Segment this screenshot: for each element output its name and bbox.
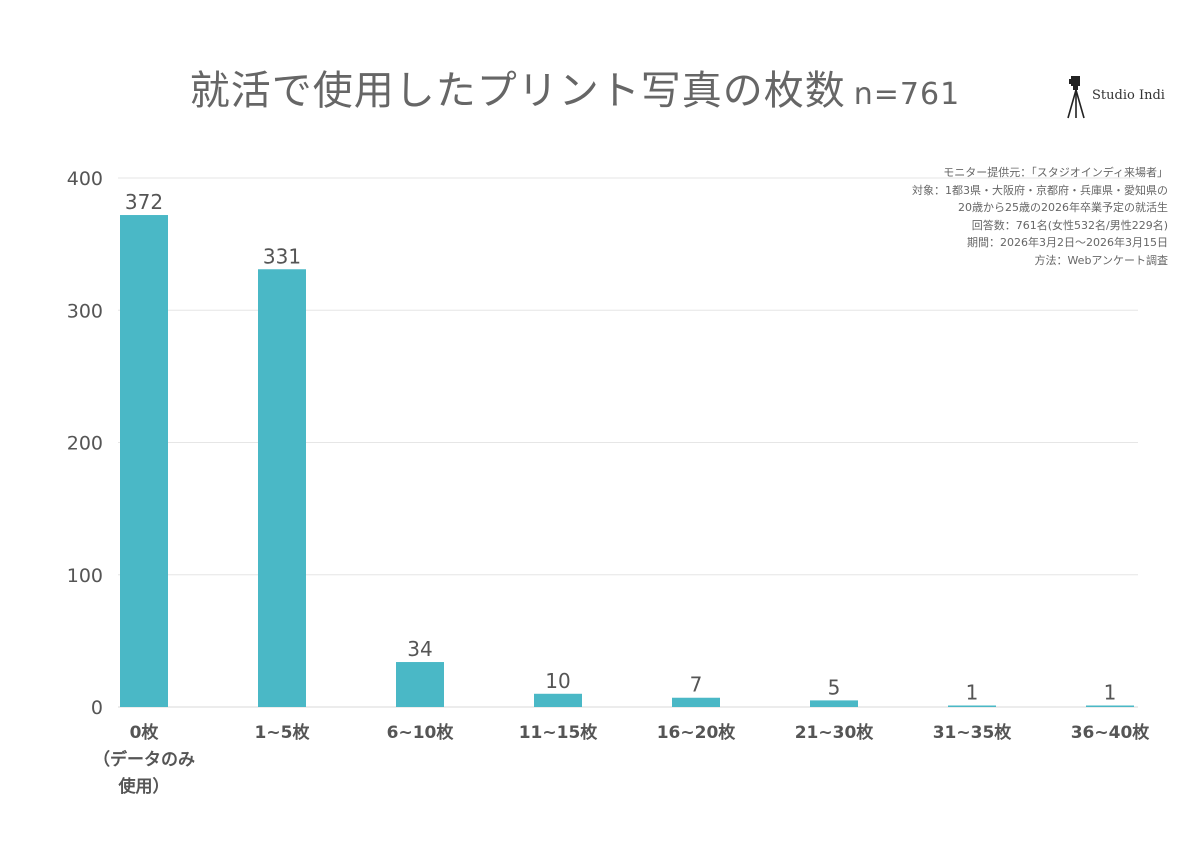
- logo-text: Studio Indi: [1092, 88, 1165, 103]
- bar: [120, 215, 168, 707]
- bar: [1086, 705, 1134, 707]
- x-tick-label-line: （データのみ: [93, 749, 195, 770]
- x-tick-label-line: 11~15枚: [519, 722, 599, 743]
- chart-title: 就活で使用したプリント写真の枚数 n=761: [0, 58, 1150, 116]
- x-tick-label-line: 21~30枚: [795, 722, 875, 743]
- y-axis-ticks: 0 100 200 300 400: [67, 168, 103, 719]
- y-tick-label: 200: [67, 433, 103, 455]
- x-tick-label: 1~5枚: [255, 722, 311, 743]
- data-labels: 372 331 34 10 7 5 1 1: [125, 190, 1116, 704]
- data-label: 1: [1104, 681, 1117, 705]
- y-tick-label: 0: [91, 697, 103, 719]
- studio-logo: Studio Indi: [1066, 74, 1176, 120]
- bar: [396, 662, 444, 707]
- data-label: 5: [828, 675, 841, 699]
- bar: [810, 700, 858, 707]
- data-label: 372: [125, 190, 163, 214]
- data-label: 34: [407, 637, 432, 661]
- x-tick-label: 31~35枚: [933, 722, 1013, 743]
- note-line: 方法：Webアンケート調査: [1034, 253, 1168, 267]
- bar: [672, 697, 720, 707]
- bar: [534, 693, 582, 707]
- x-tick-label-line: 1~5枚: [255, 722, 311, 743]
- x-tick-label-line: 31~35枚: [933, 722, 1013, 743]
- x-tick-label: 36~40枚: [1071, 722, 1151, 743]
- x-tick-label-line: 0枚: [130, 722, 160, 743]
- note-line: モニター提供元：「スタジオインディ来場者」: [943, 166, 1168, 179]
- x-tick-label: 6~10枚: [387, 722, 455, 743]
- note-line: 期間：2026年3月2日～2026年3月15日: [967, 236, 1168, 250]
- x-tick-label-line: 6~10枚: [387, 722, 455, 743]
- bar: [948, 705, 996, 707]
- y-tick-label: 400: [67, 168, 103, 190]
- y-tick-label: 300: [67, 300, 103, 322]
- note-line: 対象：1都3県・大阪府・京都府・兵庫県・愛知県の: [912, 183, 1168, 197]
- bar: [258, 269, 306, 707]
- data-label: 1: [966, 681, 979, 705]
- x-axis-categories: 0枚 （データのみ使用） 1~5枚 6~10枚 11~15枚 16~20枚 21~30枚 31…: [93, 722, 1150, 797]
- y-tick-label: 100: [67, 565, 103, 587]
- note-line: 20歳から25歳の2026年卒業予定の就活生: [958, 201, 1168, 215]
- x-tick-label: 21~30枚: [795, 722, 875, 743]
- x-tick-label: 0枚 （データのみ使用）: [93, 722, 195, 797]
- sample-size: n=761: [853, 77, 961, 112]
- x-tick-label: 11~15枚: [519, 722, 599, 743]
- note-line: 回答数：761名(女性532名/男性229名): [971, 218, 1168, 232]
- bars: [120, 215, 1134, 707]
- x-tick-label: 16~20枚: [657, 722, 737, 743]
- x-tick-label-line: 36~40枚: [1071, 722, 1151, 743]
- data-label: 10: [545, 669, 570, 693]
- survey-notes: モニター提供元：「スタジオインディ来場者」 対象：1都3県・大阪府・京都府・兵庫…: [912, 164, 1168, 270]
- data-label: 331: [263, 244, 301, 268]
- x-tick-label-line: 16~20枚: [657, 722, 737, 743]
- x-tick-label-line: 使用）: [118, 776, 170, 797]
- data-label: 7: [690, 673, 703, 697]
- camera-tripod-icon: [1067, 76, 1085, 119]
- chart-title-text: 就活で使用したプリント写真の枚数: [189, 68, 846, 114]
